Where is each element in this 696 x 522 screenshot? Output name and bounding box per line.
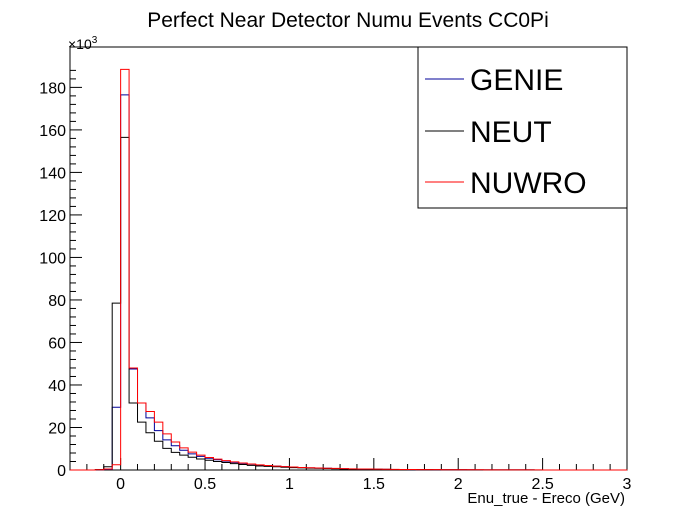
y-tick-label: 100 — [39, 250, 66, 267]
chart-title: Perfect Near Detector Numu Events CC0Pi — [147, 9, 548, 32]
y-tick-label: 120 — [39, 208, 66, 225]
x-tick-label: 2.5 — [531, 476, 553, 493]
x-axis: 0 0.5 1 1.5 2 2.5 3 — [69, 458, 632, 493]
y-axis: 0 20 40 60 80 100 120 140 160 180 — [39, 69, 82, 480]
plot-frame — [69, 46, 628, 471]
series-nuwro-line — [70, 68, 628, 471]
x-tick-label: 0 — [116, 476, 125, 493]
y-tick-label: 80 — [48, 293, 66, 310]
y-tick-label: 160 — [39, 123, 66, 140]
x-tick-label: 0.5 — [194, 476, 216, 493]
y-tick-label: 180 — [39, 80, 66, 97]
legend-label-genie: GENIE — [470, 64, 563, 97]
legend-label-neut: NEUT — [470, 116, 552, 149]
x-axis-title: Enu_true - Ereco (GeV) — [467, 490, 625, 507]
y-tick-label: 20 — [48, 420, 66, 437]
x-tick-label: 1 — [285, 476, 294, 493]
series-layer — [70, 68, 628, 471]
y-tick-label: 140 — [39, 165, 66, 182]
x-tick-label: 3 — [623, 476, 632, 493]
x-tick-label: 2 — [454, 476, 463, 493]
legend: GENIE NEUT NUWRO — [417, 46, 628, 209]
legend-box — [417, 46, 628, 209]
y-tick-label: 0 — [57, 463, 66, 480]
x-tick-label: 1.5 — [363, 476, 385, 493]
legend-label-nuwro: NUWRO — [470, 167, 587, 200]
y-tick-label: 60 — [48, 335, 66, 352]
y-tick-label: 40 — [48, 378, 66, 395]
y-multiplier-label: ×103 — [68, 35, 98, 52]
